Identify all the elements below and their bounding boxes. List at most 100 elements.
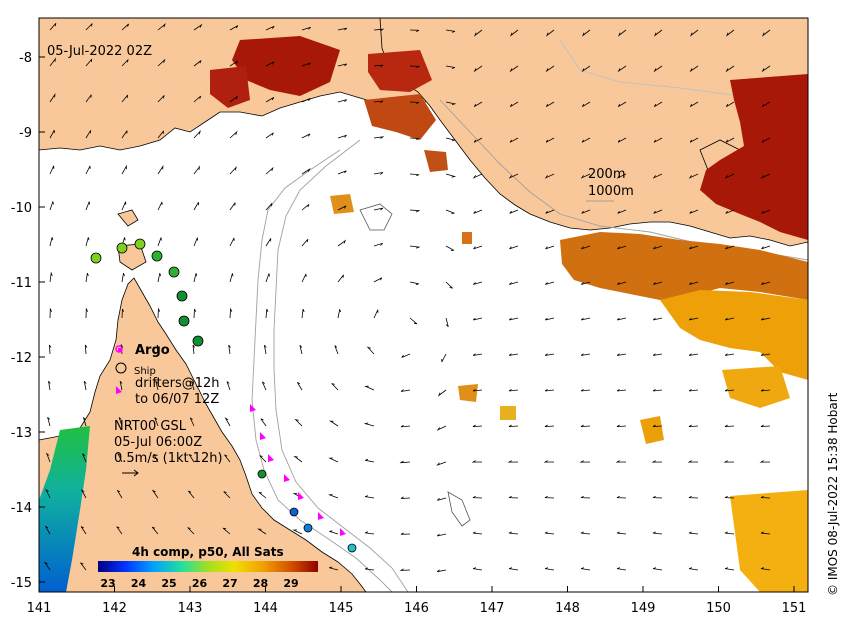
current-arrow [580, 495, 591, 499]
argo-marker[interactable] [298, 492, 304, 500]
drifter-marker[interactable] [347, 543, 357, 553]
drifter-marker[interactable] [151, 250, 163, 262]
current-arrow [301, 168, 311, 175]
current-arrow [436, 461, 447, 466]
current-arrow [616, 173, 627, 179]
drifter-marker[interactable] [116, 242, 128, 254]
current-arrow [725, 101, 735, 108]
current-arrow [373, 136, 385, 139]
current-arrow [688, 388, 699, 392]
current-arrow [615, 460, 627, 463]
current-arrow [472, 388, 483, 392]
current-arrow [49, 92, 56, 103]
current-arrow [265, 166, 274, 175]
x-tick-label: 147 [480, 601, 505, 616]
drifter-marker[interactable] [176, 290, 188, 302]
current-arrow [157, 164, 164, 175]
current-arrow [581, 209, 591, 214]
colorbar-tick-label: 28 [253, 577, 268, 590]
argo-marker[interactable] [318, 512, 324, 520]
sst-patch-warm [210, 66, 250, 108]
current-arrow [45, 525, 51, 535]
current-arrow [116, 489, 123, 499]
current-arrow [49, 307, 53, 319]
ship-legend-symbol [115, 362, 127, 374]
scale-arrow [122, 469, 139, 477]
current-arrow [337, 309, 341, 319]
current-arrow [257, 528, 267, 535]
drifter-marker[interactable] [257, 469, 267, 479]
current-arrow [301, 133, 311, 139]
drifter-marker[interactable] [90, 252, 102, 264]
drifter-marker[interactable] [289, 507, 299, 517]
current-arrow [373, 100, 384, 104]
sst-patch-yellow [660, 290, 808, 380]
current-arrow [193, 237, 199, 247]
sst-patch-orange [330, 194, 354, 214]
current-arrow [652, 495, 663, 499]
current-arrow [545, 137, 555, 143]
current-arrow [689, 209, 699, 214]
sst-patch-yellow [640, 416, 664, 444]
drifter-marker[interactable] [168, 266, 180, 278]
current-arrow [509, 281, 519, 285]
current-arrow [580, 388, 591, 392]
colorbar-title: 4h comp, p50, All Sats [132, 545, 284, 559]
y-tick-label: -8 [19, 51, 32, 66]
drifter-marker[interactable] [192, 335, 204, 347]
argo-marker[interactable] [340, 528, 346, 536]
current-arrow [581, 65, 591, 73]
current-arrow [85, 201, 90, 211]
current-arrow [45, 452, 51, 463]
current-arrow [49, 271, 53, 283]
current-arrow [43, 561, 51, 571]
current-arrow [223, 491, 231, 499]
current-arrow [509, 29, 519, 37]
current-arrow [761, 137, 771, 143]
argo-marker[interactable] [284, 474, 290, 482]
current-arrow [760, 388, 771, 392]
current-arrow [49, 201, 54, 211]
current-arrow [725, 245, 735, 250]
credit-label: © IMOS 08-Jul-2022 15:38 Hobart [826, 392, 840, 596]
current-arrow [121, 164, 127, 175]
island-torres [117, 209, 139, 227]
current-arrow [229, 95, 239, 103]
current-arrow [49, 237, 54, 247]
argo-marker[interactable] [250, 404, 256, 412]
current-arrow [373, 242, 383, 247]
drifter-marker[interactable] [178, 315, 190, 327]
legend-drifters-2: to 06/07 12Z [135, 392, 219, 407]
current-arrow [363, 422, 375, 427]
current-arrow [337, 134, 347, 139]
current-arrow [85, 58, 93, 67]
drifter-marker[interactable] [134, 238, 146, 250]
current-arrow [116, 526, 123, 535]
current-arrow [652, 567, 663, 571]
argo-marker[interactable] [268, 454, 274, 462]
current-arrow [373, 309, 379, 319]
argo-marker[interactable] [260, 432, 266, 440]
current-arrow [84, 344, 88, 355]
contour-label-200m: 200m [588, 167, 625, 182]
current-arrow [581, 137, 591, 143]
current-arrow [409, 101, 420, 105]
argo-marker[interactable] [116, 386, 122, 394]
current-arrow [508, 567, 519, 571]
current-arrow [436, 533, 447, 537]
drifter-marker[interactable] [303, 523, 313, 533]
current-arrow [154, 417, 159, 427]
legend-ship: Ship [134, 366, 156, 377]
current-arrow [337, 205, 347, 211]
current-arrow [689, 101, 699, 108]
current-arrow [121, 308, 125, 319]
current-arrow [509, 137, 519, 143]
current-arrow [121, 130, 128, 139]
current-arrow [229, 307, 233, 319]
current-arrow [264, 344, 267, 355]
colorbar-tick-label: 25 [161, 577, 176, 590]
colorbar-tick-label: 27 [222, 577, 237, 590]
current-arrow [761, 281, 771, 285]
colorbar-tick-label: 23 [100, 577, 115, 590]
current-arrow [301, 273, 307, 283]
